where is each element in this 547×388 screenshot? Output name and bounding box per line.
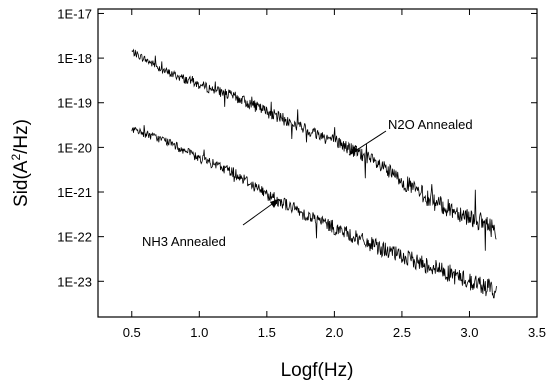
nh3-annotation: NH3 Annealed [142,234,226,249]
x-tick-label: 0.5 [123,325,141,340]
y-tick-label: 1E-17 [57,6,92,21]
y-tick-label: 1E-22 [57,230,92,245]
nh3-arrowhead [270,199,279,208]
x-axis-title: Logf(Hz) [281,360,354,381]
x-tick-label: 2.0 [325,325,343,340]
x-tick-label: 1.0 [190,325,208,340]
n2o-series-line [131,48,497,251]
n2o-annotation: N2O Annealed [388,117,473,132]
y-tick-label: 1E-18 [57,51,92,66]
x-tick-label: 2.5 [393,325,411,340]
y-tick-label: 1E-21 [57,185,92,200]
plot-frame [97,8,538,318]
x-tick-label: 3.0 [460,325,478,340]
n2o-arrowhead [349,146,358,155]
y-tick-label: 1E-20 [57,140,92,155]
nh3-series-line [131,125,497,299]
y-axis-title: Sid(A2/Hz) [9,119,32,207]
y-tick-label: 1E-19 [57,96,92,111]
y-tick-label: 1E-23 [57,274,92,289]
x-tick-label: 3.5 [528,325,546,340]
x-tick-label: 1.5 [258,325,276,340]
